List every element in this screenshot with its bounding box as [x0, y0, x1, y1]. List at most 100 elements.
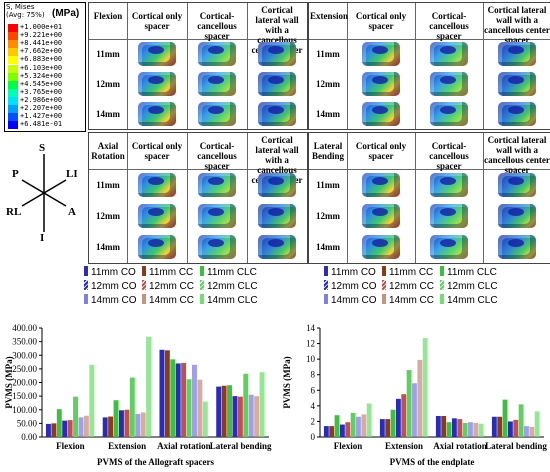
legend-level: +5.324e+00: [20, 71, 63, 80]
bar: [67, 420, 73, 437]
bar: [478, 423, 484, 437]
legend-swatch: [8, 113, 18, 122]
bar: [502, 399, 508, 437]
bar: [181, 362, 187, 437]
row-label: 11mm: [316, 179, 340, 190]
bar: [237, 396, 243, 437]
motion-label: Axial Rotation: [91, 141, 125, 161]
triad-label-s: S: [39, 142, 46, 154]
legend-level: +1.427e+00: [20, 112, 63, 121]
bar: [175, 363, 181, 437]
bar: [435, 415, 441, 437]
bar: [135, 413, 141, 437]
grid-line: [89, 169, 307, 170]
bar-legend-label: 11mm CC: [149, 267, 194, 278]
legend-level: +3.765e+00: [20, 87, 63, 96]
x-category-label: Extension: [108, 441, 146, 451]
fe-stress-model: [430, 102, 468, 126]
fe-stress-model: [198, 72, 236, 96]
chart-allograft-pvms: 0.00 50.00 100.00 150.00 200.00 250.00 300.00 3…: [4, 323, 272, 467]
x-category-label: Flexion: [334, 441, 363, 451]
bar-legend-label: 12mm CLC: [447, 281, 498, 292]
fe-stress-model: [498, 72, 536, 96]
bar-legend-entry: 12mm CC: [382, 280, 434, 293]
y-tick-label: 200.00: [12, 378, 37, 388]
bar: [366, 403, 372, 437]
bar: [323, 426, 329, 437]
legend-row: +1.000e+01: [8, 23, 82, 32]
fe-stress-model: [258, 72, 296, 96]
chart-title: PVMS of the Allograft spacers: [97, 457, 214, 467]
legend-swatch: [440, 266, 444, 276]
bar: [243, 373, 249, 437]
bar-legend-label: 12mm CO: [331, 281, 377, 292]
x-category-label: Axial rotation: [157, 441, 211, 451]
legend-swatch: [440, 280, 444, 290]
legend-swatch: [84, 266, 88, 276]
column-header: Cortical only spacer: [131, 141, 183, 161]
motion-label: Flexion: [93, 11, 123, 21]
legend-swatch: [382, 294, 386, 304]
bar: [385, 419, 391, 437]
bar: [216, 386, 222, 437]
bar: [390, 409, 396, 437]
bar: [446, 422, 452, 437]
bar: [197, 379, 203, 437]
fe-stress-model: [498, 42, 536, 66]
bar: [102, 417, 108, 437]
bar-legend-entry: 14mm CLC: [200, 294, 258, 307]
fe-stress-model: [362, 42, 400, 66]
legend-swatch: [8, 80, 18, 89]
legend-row: +5.324e+00: [8, 72, 82, 81]
bar: [164, 350, 170, 437]
bar-legend-entry: 12mm CO: [84, 280, 137, 293]
bar: [329, 426, 335, 437]
fe-panel: Lateral Bending Cortical only spacer Corti…: [308, 132, 550, 264]
row-label: 11mm: [96, 49, 120, 59]
grid-line: [309, 169, 550, 170]
bar: [345, 422, 351, 437]
bar: [507, 421, 513, 437]
fe-stress-model: [498, 235, 536, 260]
legend-title: S, Mises (Avg: 75%): [6, 3, 45, 19]
legend-swatch: [382, 280, 386, 290]
bar: [227, 385, 232, 437]
orientation-triad: [21, 154, 67, 232]
fe-stress-model: [362, 72, 400, 96]
bar: [83, 415, 89, 437]
grid-line: [483, 3, 484, 129]
bar: [395, 398, 401, 437]
grid-line: [309, 39, 550, 40]
bar: [406, 370, 412, 437]
y-tick-label: 150.00: [12, 391, 37, 401]
column-header: Cortical only spacer: [131, 11, 183, 31]
fe-stress-model: [198, 204, 236, 228]
column-header: Cortical only spacer: [355, 11, 407, 31]
x-category-label: Lateral bending: [210, 441, 272, 451]
triad-label-li: LI: [66, 168, 78, 180]
triad-label-p: P: [12, 168, 19, 180]
legend-swatch: [142, 266, 146, 276]
bar-legend-label: 14mm CLC: [207, 295, 258, 306]
legend-swatch: [200, 266, 204, 276]
grid-line: [187, 133, 188, 263]
row-label: 14mm: [96, 242, 120, 253]
bar-legend-entry: 11mm CO: [324, 266, 376, 279]
bar-legend-label: 14mm CO: [331, 295, 377, 306]
bar: [417, 359, 423, 437]
bar: [529, 426, 535, 437]
column-header: Cortical lateral wall with a cancellous …: [484, 135, 550, 175]
legend-swatch: [8, 40, 18, 49]
legend-row: +8.441e+00: [8, 39, 82, 49]
grid-line: [127, 3, 128, 129]
grid-line: [247, 133, 248, 263]
bar: [513, 419, 519, 437]
legend-row: +6.103e+00: [8, 64, 82, 73]
row-label: 12mm: [96, 79, 120, 89]
legend-swatch: [8, 88, 18, 97]
fe-stress-model: [138, 42, 176, 66]
fe-stress-model: [198, 42, 236, 66]
grid-line: [347, 133, 348, 263]
bar: [159, 349, 165, 437]
bar-legend-entry: 14mm CO: [324, 294, 377, 307]
